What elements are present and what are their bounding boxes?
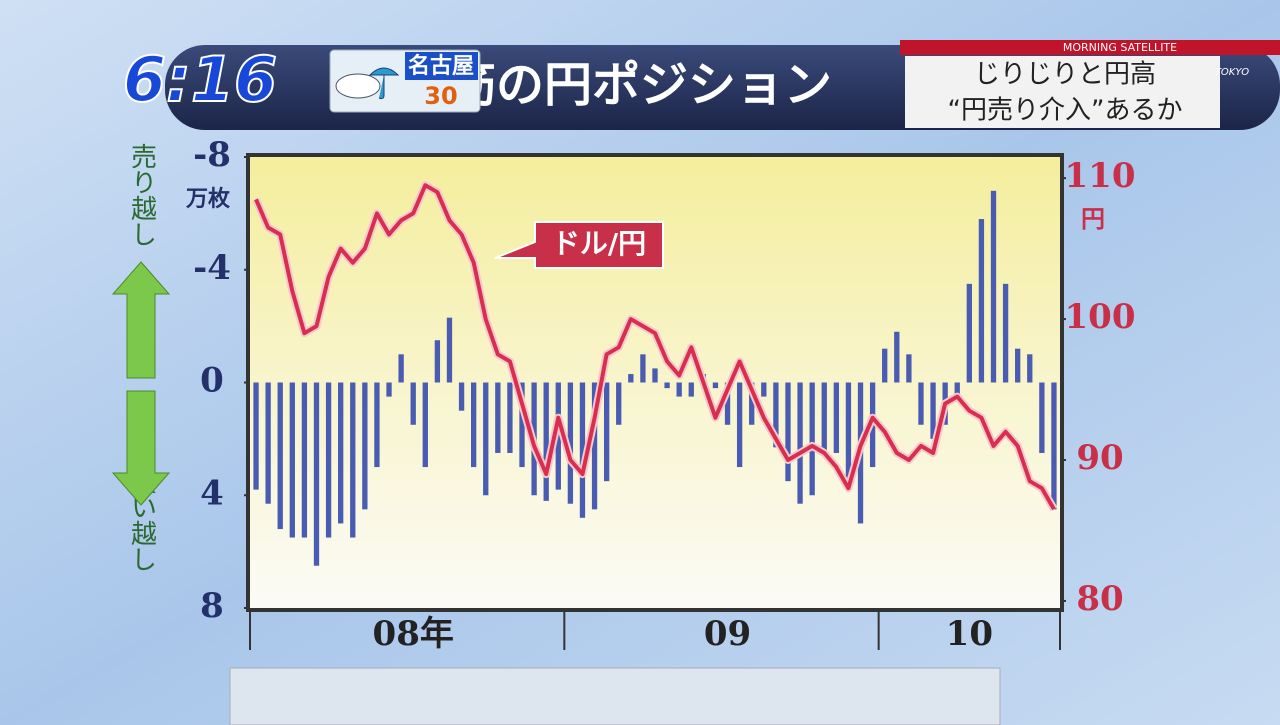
bar [458, 382, 465, 411]
bar [761, 382, 767, 397]
x-tick-label: 09 [704, 614, 751, 654]
line [254, 183, 1056, 511]
bar [1002, 283, 1009, 383]
clock: 6:16 [123, 43, 277, 116]
bar [664, 382, 670, 389]
bar [785, 382, 791, 482]
bar [990, 190, 997, 383]
subheadline: “円売り介入”あるか [948, 96, 1183, 126]
bar [773, 382, 779, 448]
bar [906, 354, 912, 383]
y-tick-label: 4 [200, 473, 224, 513]
weather-city-box [405, 52, 478, 80]
weather-temp: 30 [424, 82, 457, 110]
bar [1015, 348, 1021, 383]
arrow-up [111, 261, 171, 379]
bar [470, 382, 477, 468]
y-tick-label: 0 [200, 361, 224, 401]
bar [567, 382, 574, 504]
bar [882, 348, 888, 383]
bar [350, 382, 356, 538]
bar [845, 382, 852, 482]
bar [253, 382, 259, 490]
bar [1039, 382, 1045, 453]
y2-tick-label: 80 [1076, 579, 1123, 619]
bar [507, 382, 513, 453]
bar [398, 354, 404, 383]
bar [603, 382, 610, 482]
bar [749, 382, 755, 425]
y2-axis-unit: 円 [1081, 205, 1105, 233]
bar [833, 382, 840, 453]
bar [628, 374, 634, 383]
bar [821, 382, 827, 453]
bar [579, 382, 586, 518]
weather-city: 名古屋 [408, 53, 474, 79]
bar [640, 354, 646, 383]
bar [338, 382, 344, 524]
subheadline-box [905, 56, 1220, 128]
program-strip [900, 40, 1280, 55]
y-axis-unit: 万枚 [185, 186, 230, 212]
bar [422, 382, 428, 468]
y2-tick-label: 100 [1065, 297, 1136, 337]
x-tick-label: 08年 [373, 614, 454, 654]
headline: 筋の円ポジション [448, 57, 832, 113]
callout-label: ドル/円 [552, 227, 646, 260]
bar [688, 382, 694, 397]
bar [736, 382, 743, 468]
bar [652, 368, 658, 383]
y2-tick-label: 110 [1065, 156, 1136, 196]
bar [265, 382, 271, 504]
bar [591, 382, 598, 510]
lower-panel [229, 667, 1001, 725]
weather-umbrella [368, 67, 400, 100]
bar [410, 382, 416, 425]
bar [724, 382, 731, 425]
y-tick-label: -4 [193, 248, 231, 288]
bar [277, 382, 283, 530]
y-upper-label: 売り越し [127, 143, 157, 247]
y-tick-label: -8 [193, 135, 231, 175]
bar [325, 382, 332, 538]
bar [712, 382, 719, 389]
bar [374, 382, 380, 468]
bar [930, 382, 936, 439]
line-callout: ドル/円 [494, 221, 664, 269]
bar [918, 382, 924, 425]
bar [519, 382, 525, 468]
bar [797, 382, 803, 504]
subheadline: じりじりと円高 [974, 60, 1156, 90]
bar [1051, 382, 1057, 510]
bar [301, 382, 308, 538]
x-tick-label: 10 [946, 614, 993, 654]
channel-logo: TOKYO [1215, 67, 1249, 78]
y2-tick-label: 90 [1076, 438, 1123, 478]
bar [1027, 354, 1033, 383]
bar [676, 382, 682, 397]
bar [434, 340, 441, 383]
bar [894, 331, 900, 383]
bar [543, 382, 549, 501]
bar [616, 382, 622, 425]
bar [289, 382, 295, 538]
bar [483, 382, 489, 496]
program-name: MORNING SATELLITE [1063, 41, 1177, 54]
y-tick-label: 8 [200, 586, 224, 626]
weather-cloud [335, 73, 381, 99]
bar [446, 317, 453, 383]
bar [978, 219, 985, 383]
bar [386, 382, 392, 397]
bar [966, 283, 972, 383]
bar [313, 382, 320, 566]
bar [954, 382, 960, 397]
callout-box [494, 221, 664, 269]
arrow-down [111, 390, 171, 506]
bar [809, 382, 815, 496]
bar [362, 382, 368, 510]
bar [495, 382, 501, 453]
